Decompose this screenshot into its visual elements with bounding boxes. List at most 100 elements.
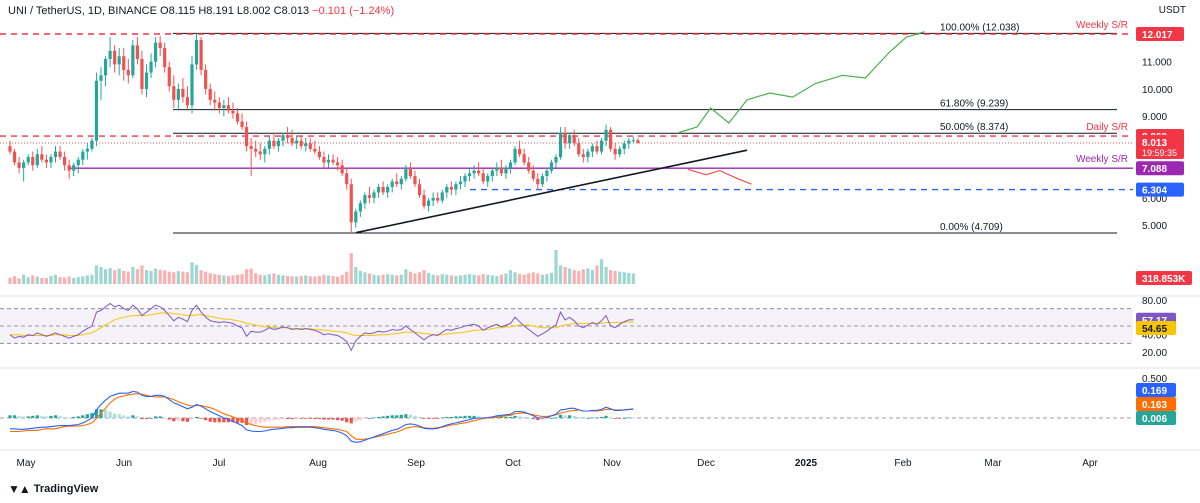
volume-bar: [272, 273, 276, 284]
macd-histogram-bar: [458, 416, 463, 418]
candle-body: [609, 129, 613, 149]
macd-histogram-bar: [113, 413, 117, 418]
candle-body: [613, 148, 617, 155]
volume-bar: [190, 262, 194, 284]
volume-bar: [194, 264, 199, 284]
candle-body: [322, 156, 326, 163]
price-label-text: 7.088: [1142, 164, 1167, 175]
volume-bar: [508, 270, 513, 284]
candle-body: [636, 140, 640, 144]
volume-bar: [568, 268, 572, 284]
volume-bar: [226, 275, 230, 284]
symbol-label[interactable]: UNI / TetherUS, 1D, BINANCE: [8, 5, 157, 17]
volume-bar: [440, 274, 444, 284]
volume-bar: [504, 273, 508, 284]
candle-body: [408, 167, 412, 177]
candle-body: [458, 181, 463, 185]
candle-body: [26, 156, 30, 163]
volume-bar: [299, 275, 303, 284]
macd-histogram-bar: [477, 416, 481, 418]
candle-body: [568, 135, 572, 144]
candle-body: [204, 69, 208, 89]
volume-bar: [263, 275, 267, 284]
candle-body: [240, 121, 244, 128]
candle-body: [345, 173, 349, 185]
volume-bar: [176, 271, 180, 284]
candle-body: [449, 186, 453, 190]
candle-body: [213, 99, 217, 103]
candle-body: [63, 156, 67, 166]
macd-histogram-bar: [72, 416, 76, 418]
macd-histogram-bar: [445, 416, 449, 418]
volume-bar: [631, 273, 635, 284]
candle-body: [581, 154, 585, 157]
macd-histogram-bar: [276, 418, 281, 420]
macd-histogram-bar: [31, 415, 35, 418]
volume-bar: [63, 277, 67, 284]
current-price-text: 8.013: [1142, 138, 1167, 149]
macd-histogram-bar: [390, 415, 394, 418]
candle-body: [281, 135, 285, 141]
high-value: H8.191: [198, 5, 234, 17]
volume-bar: [490, 275, 494, 284]
macd-histogram-bar: [308, 418, 312, 419]
candle-body: [376, 186, 381, 193]
volume-bar: [22, 274, 26, 284]
fib-level-label: 50.00% (8.374): [940, 122, 1008, 133]
candle-body: [549, 162, 554, 171]
candle-body: [317, 151, 321, 157]
volume-bar: [408, 271, 412, 284]
volume-bar: [381, 274, 385, 284]
candle-body: [22, 162, 26, 168]
volume-bar: [445, 274, 449, 284]
tradingview-brand[interactable]: ▼▲ TradingView: [8, 482, 98, 496]
candle-body: [481, 173, 485, 182]
currency-label[interactable]: USDT: [1158, 5, 1186, 16]
macd-histogram-bar: [290, 418, 294, 420]
volume-bar: [44, 278, 48, 284]
macd-histogram-bar: [513, 415, 517, 418]
volume-bar: [53, 274, 58, 284]
candle-body: [331, 159, 335, 163]
support-resistance-label: Weekly S/R: [1076, 154, 1128, 165]
volume-bar: [399, 274, 403, 284]
volume-bar: [522, 274, 526, 284]
volume-bar: [49, 275, 53, 284]
macd-histogram-bar: [440, 417, 444, 419]
candle-body: [167, 67, 171, 87]
volume-bar: [563, 267, 567, 284]
macd-histogram-bar: [12, 415, 17, 418]
macd-histogram-bar: [285, 418, 290, 420]
candle-body: [226, 105, 230, 111]
candle-body: [126, 69, 130, 76]
volume-bar: [154, 268, 158, 284]
candle-body: [372, 192, 376, 198]
volume-bar: [586, 268, 590, 284]
time-axis-label: Oct: [505, 458, 521, 469]
macd-histogram-bar: [158, 416, 162, 418]
candle-body: [304, 143, 308, 147]
macd-histogram-bar: [190, 418, 194, 420]
candle-body: [103, 58, 108, 76]
fib-level-label: 100.00% (12.038): [940, 22, 1020, 33]
volume-bar: [572, 270, 576, 284]
volume-bar: [413, 273, 417, 284]
candle-body: [563, 132, 567, 144]
volume-bar: [590, 270, 594, 284]
macd-histogram-bar: [135, 416, 139, 418]
price-label-box: [1136, 161, 1184, 176]
macd-histogram-bar: [499, 416, 503, 418]
volume-bar: [144, 270, 149, 284]
macd-signal-line: [10, 393, 634, 441]
macd-histogram-bar: [26, 416, 30, 418]
candle-body: [85, 148, 89, 152]
candle-body: [558, 132, 563, 157]
candle-body: [190, 64, 194, 106]
macd-histogram-bar: [618, 418, 622, 419]
volume-bar: [622, 272, 626, 284]
candle-body: [367, 195, 372, 198]
candle-body: [554, 156, 558, 163]
volume-bar: [281, 275, 285, 284]
macd-histogram-bar: [49, 415, 53, 418]
